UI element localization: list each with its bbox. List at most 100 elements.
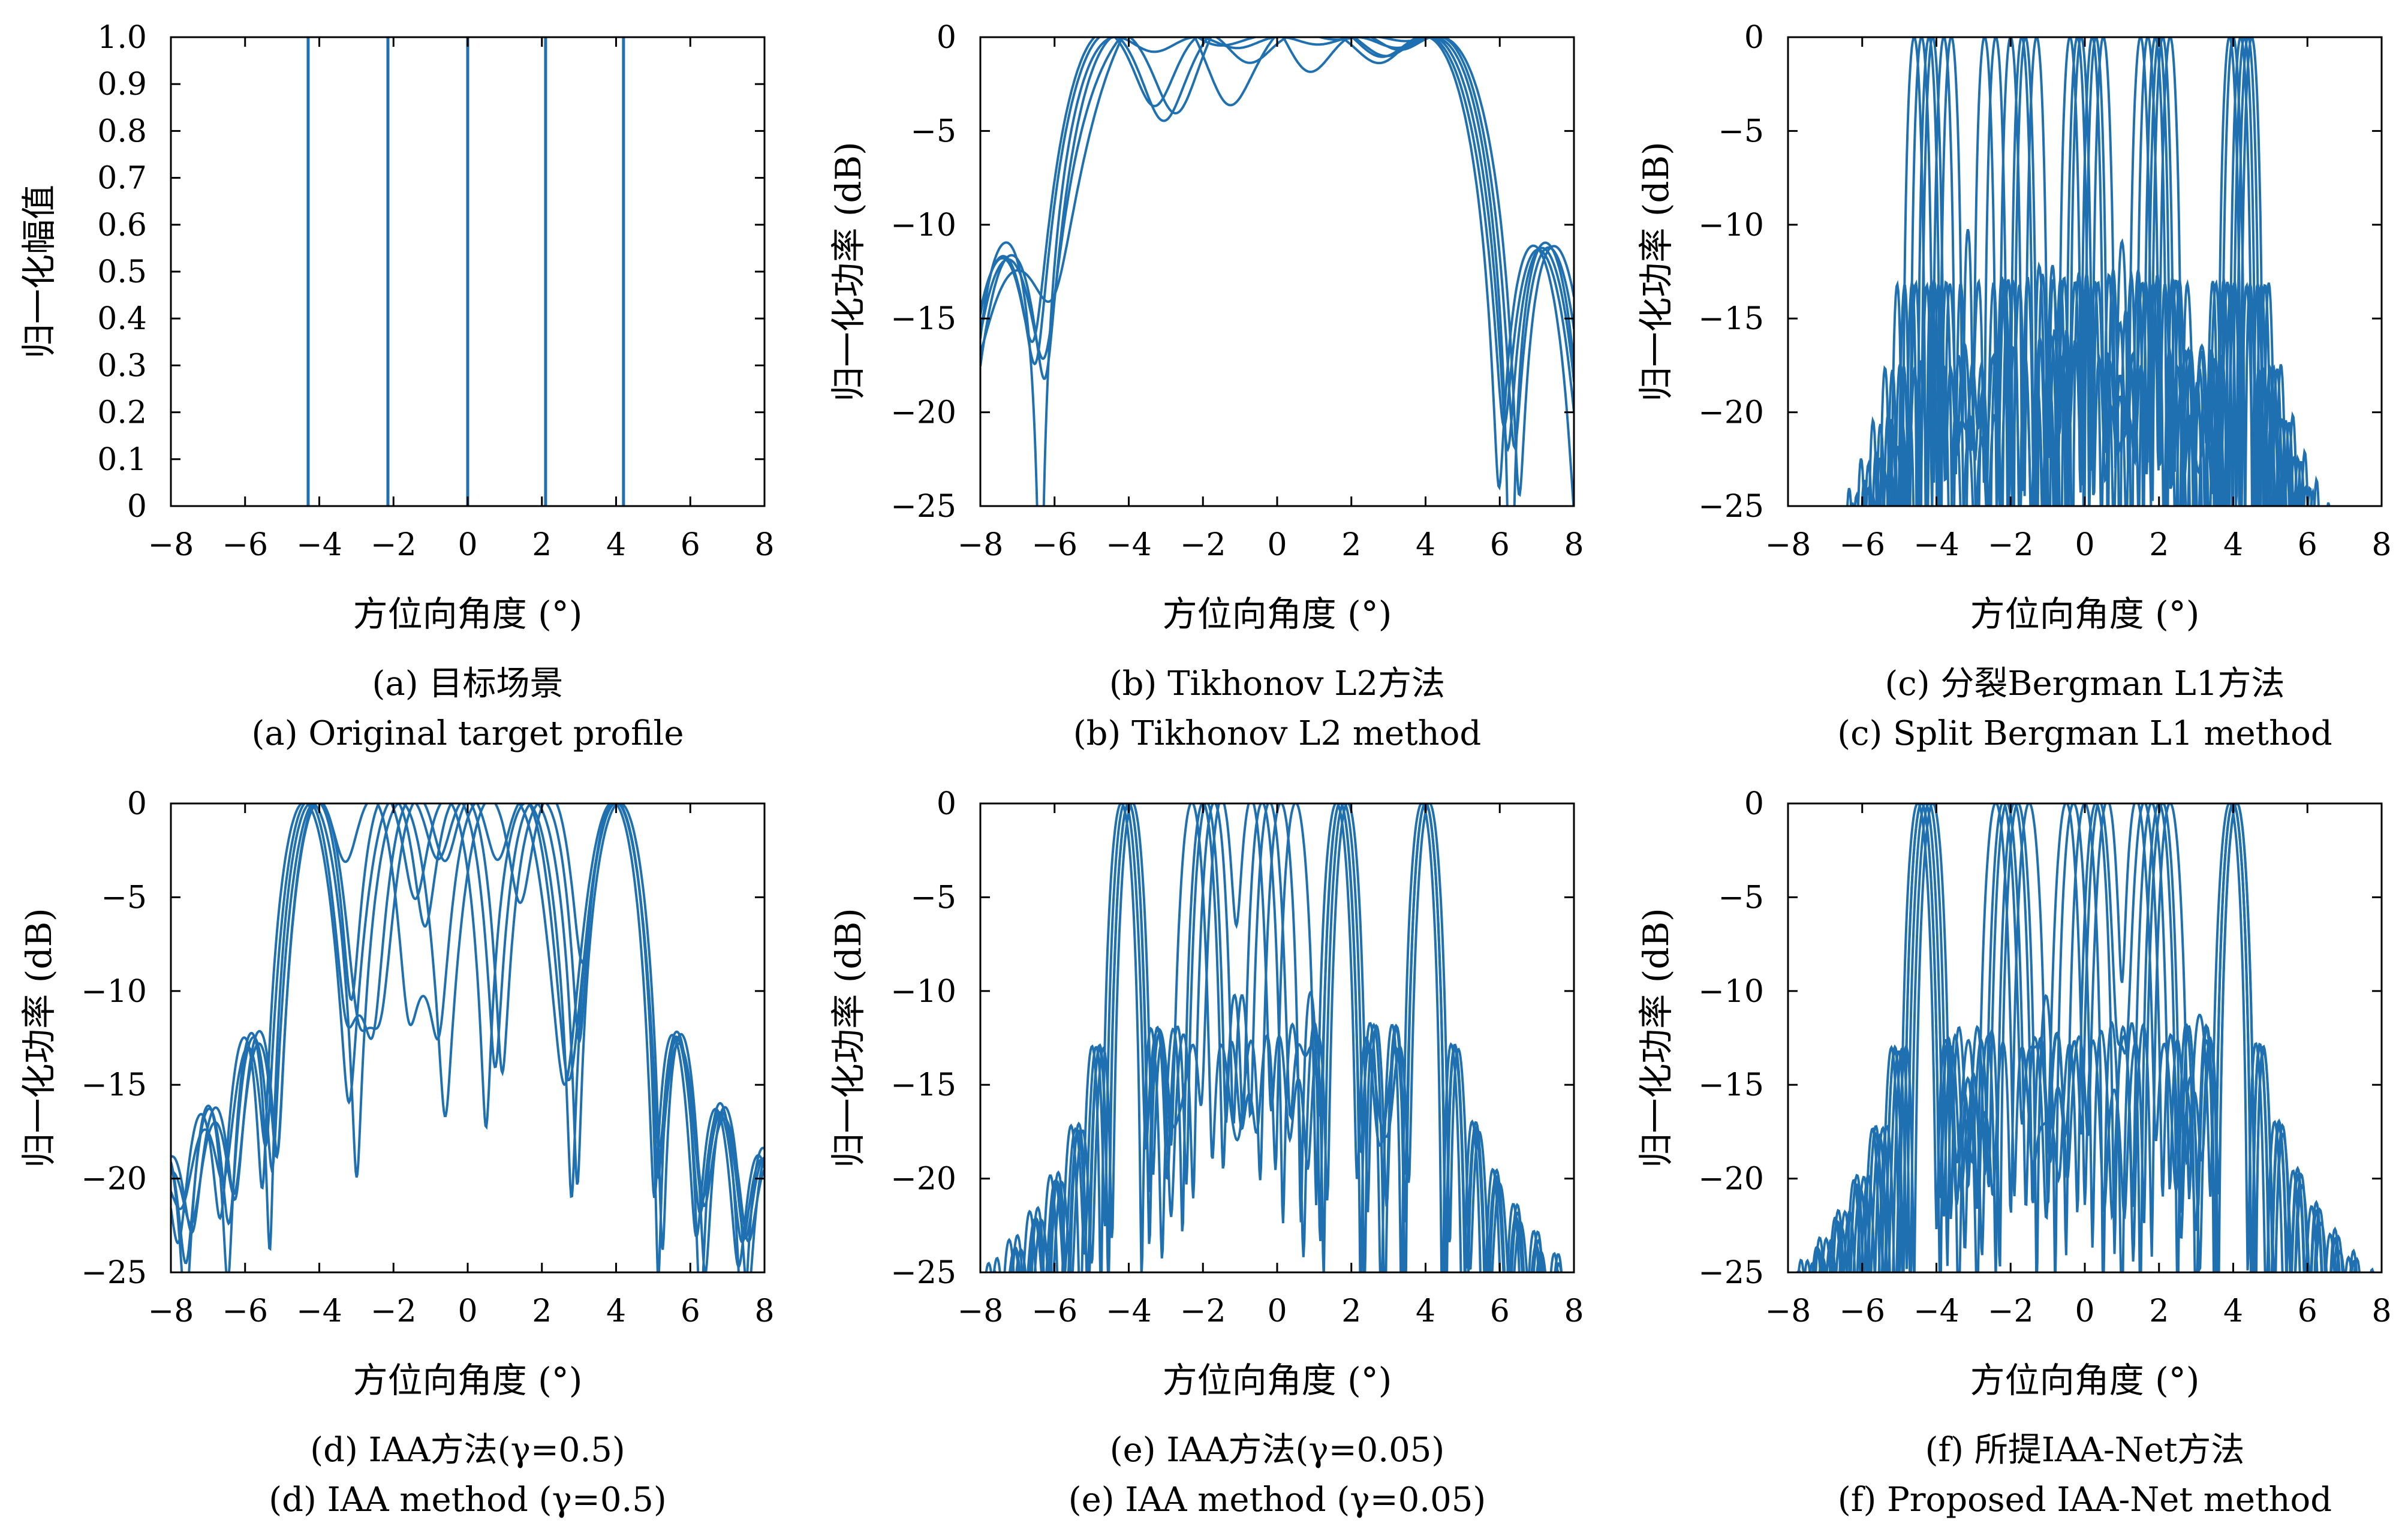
y-tick-label: 0 xyxy=(937,20,956,56)
y-tick-label: −15 xyxy=(1698,301,1764,337)
y-tick-label: −5 xyxy=(1718,880,1764,916)
series-trial-5 xyxy=(992,803,1547,1272)
y-tick-label: 0 xyxy=(1744,786,1764,822)
x-tick-label: −6 xyxy=(222,527,268,563)
caption-en: (b) Tikhonov L2 method xyxy=(1073,714,1482,753)
x-tick-label: −6 xyxy=(1839,1293,1885,1329)
caption-cn: (a) 目标场景 xyxy=(372,664,564,703)
series-trial-5 xyxy=(1808,803,2358,1272)
x-tick-label: 6 xyxy=(1490,527,1510,563)
series-trial-5 xyxy=(980,37,1574,428)
x-tick-label: −8 xyxy=(148,527,194,563)
x-tick-label: 4 xyxy=(2223,1293,2243,1329)
y-tick-label: −15 xyxy=(890,1067,956,1103)
caption-cn: (b) Tikhonov L2方法 xyxy=(1109,664,1445,703)
y-tick-label: −20 xyxy=(890,1161,956,1197)
y-tick-label: −10 xyxy=(81,974,147,1010)
x-axis-label: 方位向角度 (°) xyxy=(1163,1360,1392,1401)
x-tick-label: −2 xyxy=(371,527,417,563)
x-tick-label: 2 xyxy=(2149,527,2169,563)
x-tick-label: −8 xyxy=(958,1293,1004,1329)
x-tick-label: 0 xyxy=(2075,527,2094,563)
y-tick-label: 0.7 xyxy=(97,161,147,197)
x-tick-label: 2 xyxy=(1341,1293,1361,1329)
y-tick-label: −5 xyxy=(101,880,147,916)
series-trial-4 xyxy=(1846,37,2313,506)
caption-en: (f) Proposed IAA-Net method xyxy=(1838,1480,2332,1519)
x-tick-label: −2 xyxy=(371,1293,417,1329)
y-axis-label: 归一化功率 (dB) xyxy=(19,908,59,1167)
x-axis-label: 方位向角度 (°) xyxy=(353,1360,583,1401)
x-tick-label: 2 xyxy=(1341,527,1361,563)
y-axis-label: 归一化功率 (dB) xyxy=(828,908,869,1167)
x-tick-label: 8 xyxy=(2371,1293,2391,1329)
x-tick-label: 0 xyxy=(457,1293,477,1329)
y-tick-label: −5 xyxy=(910,880,956,916)
x-tick-label: −6 xyxy=(1031,1293,1077,1329)
x-tick-label: −2 xyxy=(1180,527,1226,563)
y-tick-label: −25 xyxy=(81,1255,147,1291)
x-tick-label: 4 xyxy=(606,527,626,563)
x-tick-label: 6 xyxy=(681,527,700,563)
x-tick-label: −4 xyxy=(1913,527,1959,563)
x-tick-label: 6 xyxy=(681,1293,700,1329)
y-tick-label: −5 xyxy=(910,113,956,149)
x-tick-label: −4 xyxy=(296,527,342,563)
x-tick-label: 4 xyxy=(1416,1293,1435,1329)
y-tick-label: 0.6 xyxy=(97,207,147,243)
y-tick-label: −20 xyxy=(81,1161,147,1197)
caption-en: (a) Original target profile xyxy=(251,714,684,753)
x-tick-label: 2 xyxy=(2149,1293,2169,1329)
y-tick-label: −15 xyxy=(890,301,956,337)
x-axis-label: 方位向角度 (°) xyxy=(353,594,583,634)
y-tick-label: −15 xyxy=(1698,1067,1764,1103)
x-axis-label: 方位向角度 (°) xyxy=(1163,594,1392,634)
x-tick-label: −4 xyxy=(1106,527,1152,563)
y-tick-label: 0.2 xyxy=(97,395,147,431)
plot-area-a xyxy=(306,37,625,506)
caption-cn: (f) 所提IAA-Net方法 xyxy=(1925,1431,2245,1470)
x-tick-label: −6 xyxy=(1031,527,1077,563)
series-trial-4 xyxy=(985,803,1560,1272)
plot-area-e xyxy=(985,803,1563,1272)
x-tick-label: 6 xyxy=(1490,1293,1510,1329)
x-tick-label: 4 xyxy=(1416,527,1435,563)
y-tick-label: −5 xyxy=(1718,113,1764,149)
y-axis-label: 归一化功率 (dB) xyxy=(1636,908,1676,1167)
caption-en: (e) IAA method (γ=0.05) xyxy=(1068,1480,1486,1519)
y-tick-label: 1.0 xyxy=(97,20,147,56)
x-tick-label: 6 xyxy=(2298,1293,2317,1329)
series-trial-1 xyxy=(980,37,1574,506)
series-trial-1 xyxy=(992,803,1563,1272)
x-tick-label: −4 xyxy=(1913,1293,1959,1329)
y-tick-label: −20 xyxy=(890,395,956,431)
y-tick-label: −10 xyxy=(890,974,956,1010)
x-tick-label: −4 xyxy=(1106,1293,1152,1329)
x-tick-label: −4 xyxy=(296,1293,342,1329)
x-tick-label: 8 xyxy=(2371,527,2391,563)
y-tick-label: 0 xyxy=(127,786,147,822)
x-tick-label: 2 xyxy=(532,527,552,563)
y-axis-label: 归一化功率 (dB) xyxy=(1636,142,1676,401)
x-axis-label: 方位向角度 (°) xyxy=(1970,594,2200,634)
y-tick-label: −10 xyxy=(890,207,956,243)
x-tick-label: 0 xyxy=(2075,1293,2094,1329)
x-tick-label: 8 xyxy=(754,1293,774,1329)
y-tick-label: 0.4 xyxy=(97,301,147,337)
y-tick-label: 0 xyxy=(937,786,956,822)
x-tick-label: 8 xyxy=(1564,1293,1584,1329)
x-tick-label: −8 xyxy=(1765,1293,1811,1329)
series-trial-6 xyxy=(1797,803,2361,1272)
y-tick-label: −20 xyxy=(1698,395,1764,431)
series-trial-2 xyxy=(980,37,1574,453)
subplot-a: −8 −6 −4 −2 0 2 4 6 8 0 0.1 0.2 0.3 0.4 0.5 0.6 0.7 0.8 0.… xyxy=(19,20,775,753)
caption-cn: (d) IAA方法(γ=0.5) xyxy=(310,1431,625,1470)
x-tick-label: −8 xyxy=(958,527,1004,563)
x-tick-label: 8 xyxy=(1564,527,1584,563)
series-trial-3 xyxy=(1015,803,1563,1272)
x-tick-label: −2 xyxy=(1180,1293,1226,1329)
plot-area-b xyxy=(980,37,1574,506)
series-trial-3 xyxy=(1796,803,2353,1272)
y-tick-label: −25 xyxy=(890,489,956,525)
